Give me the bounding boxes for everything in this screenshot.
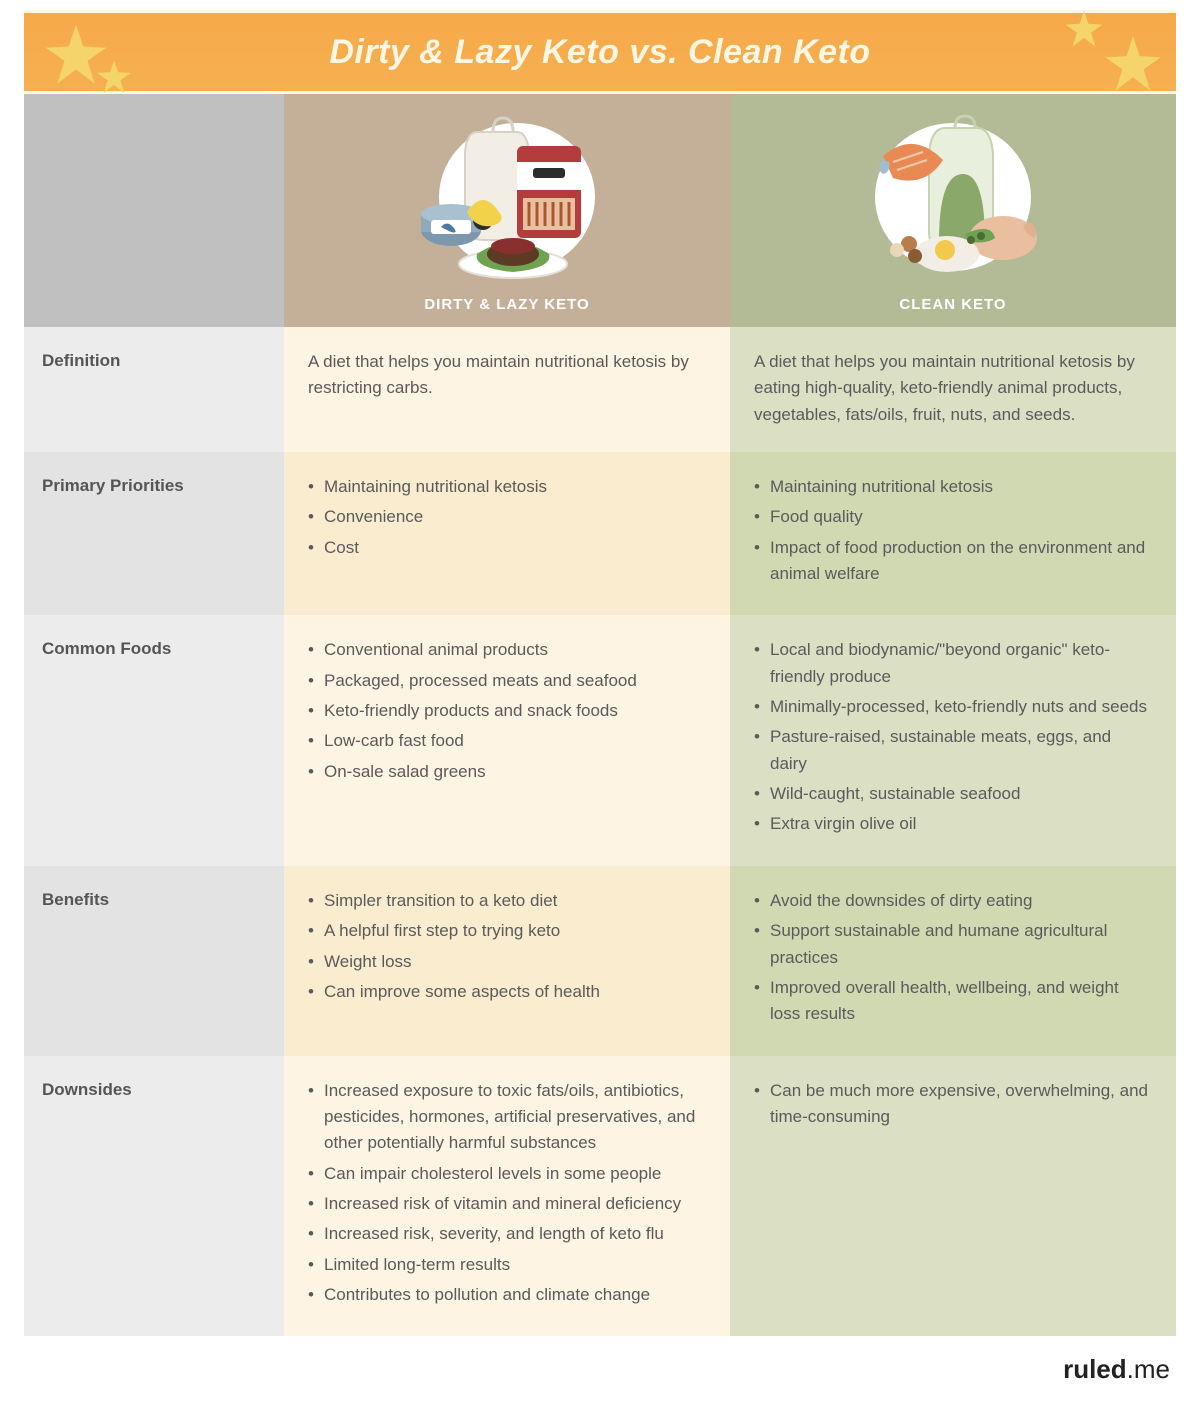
list-item: Weight loss <box>308 949 706 975</box>
star-icon <box>94 57 134 102</box>
list-item: Convenience <box>308 504 706 530</box>
cell-clean-priorities: Maintaining nutritional ketosis Food qual… <box>730 452 1176 615</box>
list-item: Impact of food production on the environ… <box>754 535 1152 588</box>
footer-brand: ruled.me <box>24 1336 1176 1389</box>
cell-clean-definition: A diet that helps you maintain nutrition… <box>730 327 1176 452</box>
list-item: Increased exposure to toxic fats/oils, a… <box>308 1078 706 1157</box>
cell-clean-foods: Local and biodynamic/"beyond organic" ke… <box>730 615 1176 865</box>
header-empty <box>24 94 284 327</box>
list-item: Improved overall health, wellbeing, and … <box>754 975 1152 1028</box>
list-item: Cost <box>308 535 706 561</box>
list-item: A helpful first step to trying keto <box>308 918 706 944</box>
list-item: Extra virgin olive oil <box>754 811 1152 837</box>
cell-dirty-downsides: Increased exposure to toxic fats/oils, a… <box>284 1056 730 1337</box>
list-item: Minimally-processed, keto-friendly nuts … <box>754 694 1152 720</box>
list-item: Contributes to pollution and climate cha… <box>308 1282 706 1308</box>
list-item: Increased risk, severity, and length of … <box>308 1221 706 1247</box>
cell-dirty-definition: A diet that helps you maintain nutrition… <box>284 327 730 452</box>
page-title: Dirty & Lazy Keto vs. Clean Keto <box>329 33 870 72</box>
column-label-clean: CLEAN KETO <box>742 296 1164 313</box>
row-label: Definition <box>24 327 284 452</box>
list-item: Food quality <box>754 504 1152 530</box>
list-item: Can impair cholesterol levels in some pe… <box>308 1161 706 1187</box>
cell-clean-benefits: Avoid the downsides of dirty eating Suppo… <box>730 866 1176 1056</box>
dirty-food-illustration <box>407 112 607 282</box>
cell-dirty-benefits: Simpler transition to a keto diet A helpf… <box>284 866 730 1056</box>
list-item: Local and biodynamic/"beyond organic" ke… <box>754 637 1152 690</box>
cell-clean-downsides: Can be much more expensive, overwhelming… <box>730 1056 1176 1337</box>
header-clean: CLEAN KETO <box>730 94 1176 327</box>
row-label: Common Foods <box>24 615 284 865</box>
title-banner: Dirty & Lazy Keto vs. Clean Keto <box>24 10 1176 94</box>
star-icon <box>1100 31 1166 102</box>
list-item: Maintaining nutritional ketosis <box>754 474 1152 500</box>
list-item: Low-carb fast food <box>308 728 706 754</box>
list-item: Support sustainable and humane agricultu… <box>754 918 1152 971</box>
list-item: Pasture-raised, sustainable meats, eggs,… <box>754 724 1152 777</box>
list-item: Simpler transition to a keto diet <box>308 888 706 914</box>
list-item: Maintaining nutritional ketosis <box>308 474 706 500</box>
cell-dirty-foods: Conventional animal products Packaged, pr… <box>284 615 730 865</box>
list-item: Can improve some aspects of health <box>308 979 706 1005</box>
clean-food-illustration <box>853 112 1053 282</box>
row-label: Primary Priorities <box>24 452 284 615</box>
list-item: On-sale salad greens <box>308 759 706 785</box>
list-item: Wild-caught, sustainable seafood <box>754 781 1152 807</box>
row-label: Downsides <box>24 1056 284 1337</box>
list-item: Can be much more expensive, overwhelming… <box>754 1078 1152 1131</box>
list-item: Conventional animal products <box>308 637 706 663</box>
row-label: Benefits <box>24 866 284 1056</box>
list-item: Limited long-term results <box>308 1252 706 1278</box>
list-item: Keto-friendly products and snack foods <box>308 698 706 724</box>
list-item: Increased risk of vitamin and mineral de… <box>308 1191 706 1217</box>
column-label-dirty: DIRTY & LAZY KETO <box>296 296 718 313</box>
list-item: Avoid the downsides of dirty eating <box>754 888 1152 914</box>
comparison-table: DIRTY & LAZY KETO <box>24 94 1176 1336</box>
list-item: Packaged, processed meats and seafood <box>308 668 706 694</box>
cell-dirty-priorities: Maintaining nutritional ketosis Convenien… <box>284 452 730 615</box>
header-dirty: DIRTY & LAZY KETO <box>284 94 730 327</box>
